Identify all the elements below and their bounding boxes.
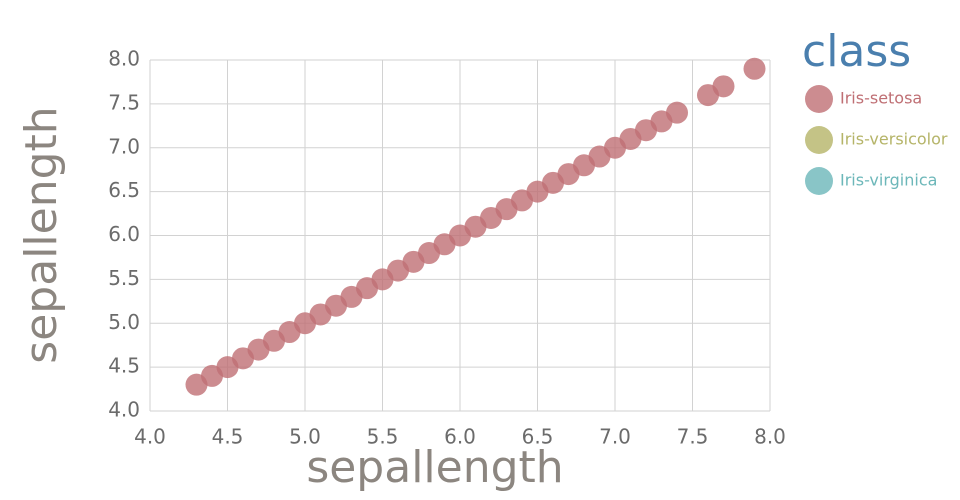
x-tick-label: 5.5 xyxy=(367,425,399,449)
y-axis-title: sepallength xyxy=(16,106,67,363)
legend-marker xyxy=(805,85,833,113)
point xyxy=(666,101,688,124)
x-tick-label: 4.0 xyxy=(134,425,166,449)
y-tick-label: 5.0 xyxy=(108,310,140,334)
x-tick-label: 6.5 xyxy=(522,425,554,449)
y-tick-label: 8.0 xyxy=(108,47,140,71)
x-tick-label: 7.5 xyxy=(677,425,709,449)
legend-title: class xyxy=(802,26,911,77)
legend-marker xyxy=(805,126,833,154)
y-tick-label: 4.5 xyxy=(108,354,140,378)
point xyxy=(743,57,766,80)
legend-label: Iris-setosa xyxy=(840,89,922,108)
y-tick-label: 7.0 xyxy=(108,134,140,158)
legend-marker xyxy=(805,167,833,195)
x-tick-label: 5.0 xyxy=(289,425,321,449)
point xyxy=(712,75,735,98)
x-tick-label: 6.0 xyxy=(444,425,476,449)
x-tick-label: 4.5 xyxy=(212,425,244,449)
x-axis-title: sepallength xyxy=(306,442,563,493)
y-tick-label: 6.5 xyxy=(108,178,140,202)
y-tick-label: 5.5 xyxy=(108,266,140,290)
legend-label: Iris-versicolor xyxy=(840,130,948,149)
y-tick-label: 4.0 xyxy=(108,398,140,422)
y-tick-label: 6.0 xyxy=(108,222,140,246)
x-tick-label: 8.0 xyxy=(754,425,786,449)
y-tick-label: 7.5 xyxy=(108,90,140,114)
legend-label: Iris-virginica xyxy=(840,171,937,190)
x-tick-label: 7.0 xyxy=(599,425,631,449)
